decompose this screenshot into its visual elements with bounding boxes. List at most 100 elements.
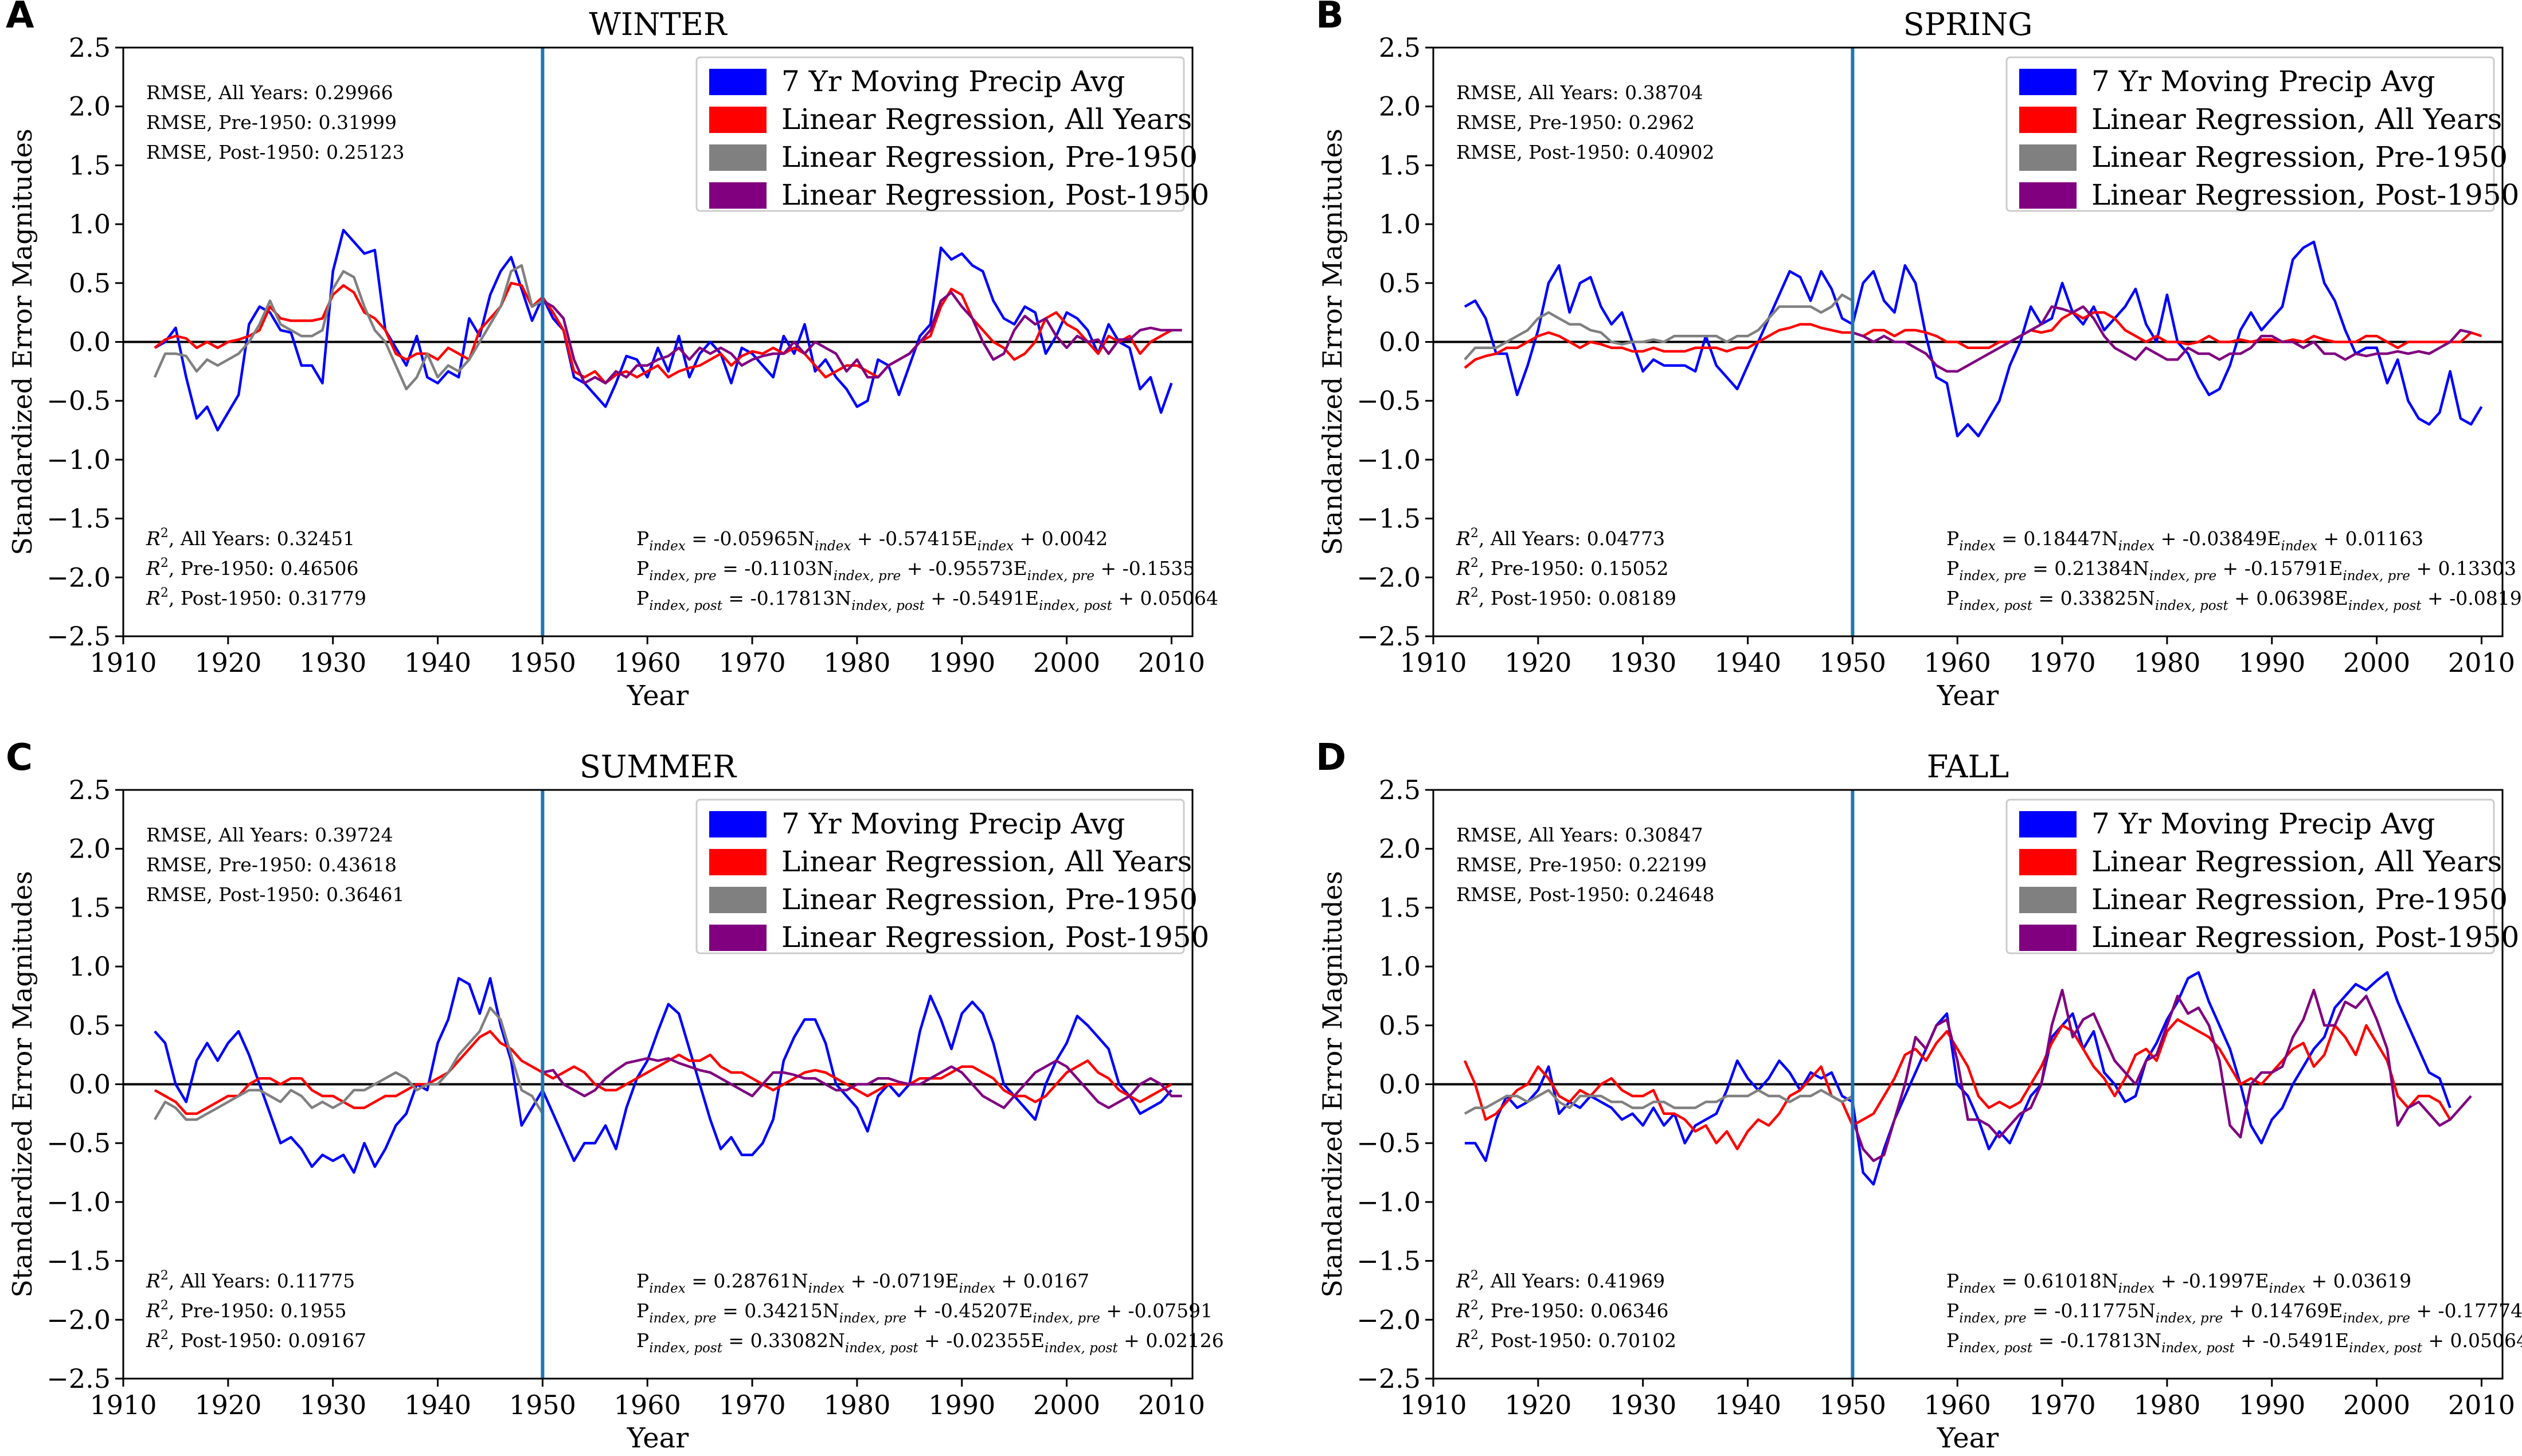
r2-label: , All Years: 0.32451 — [169, 527, 355, 550]
legend-label: 7 Yr Moving Precip Avg — [781, 807, 1125, 840]
equation-part: P — [1946, 557, 1959, 580]
legend-box — [2005, 56, 2495, 212]
y-axis-label: Standardized Error Magnitudes — [7, 128, 38, 555]
regression-equation: Pindex, pre = 0.34215Nindex, pre + -0.45… — [636, 1300, 1213, 1326]
equation-subscript: index — [977, 539, 1014, 554]
r2-text: R2, Pre-1950: 0.15052 — [1456, 556, 1669, 580]
equation-subscript: index, pre — [2149, 569, 2216, 584]
equation-subscript: index — [649, 1281, 686, 1296]
series-line-pre-1950 — [153, 1006, 544, 1121]
equation-subscript: index, post — [1045, 1341, 1118, 1356]
equation-subscript: index — [808, 1281, 845, 1296]
x-axis-label: Year — [627, 1422, 689, 1454]
r2-label: , Post-1950: 0.70102 — [1479, 1329, 1676, 1352]
panel-letter: D — [1316, 737, 1346, 779]
equation-part: = 0.33825N — [2032, 587, 2155, 609]
equation-subscript: index, post — [649, 598, 722, 613]
y-tick-label: −2.5 — [46, 1363, 111, 1394]
equation-subscript: index, post — [2155, 598, 2228, 613]
series-line-all-years — [154, 1030, 1172, 1116]
y-tick-label: −1.0 — [46, 444, 111, 475]
equation-subscript: index, pre — [834, 569, 901, 584]
x-tick-label: 1990 — [2238, 647, 2305, 678]
y-tick-label: −2.0 — [46, 1304, 111, 1335]
panels-root: A WINTER 2.5 2.0 1.5 1.0 0.5 0.0 −0.5 −1.0 −1.5 −2.… — [6, 0, 2522, 1454]
rmse-text: RMSE, Pre-1950: 0.43618 — [146, 854, 397, 876]
x-tick-label: 1910 — [1399, 1390, 1467, 1420]
r2-symbol-r: R — [146, 557, 161, 580]
x-tick-label: 1970 — [719, 647, 786, 678]
legend-swatch — [709, 925, 767, 951]
y-tick-label: 2.5 — [69, 32, 111, 63]
x-tick-label: 1990 — [928, 647, 995, 678]
equation-subscript: index, post — [1959, 1341, 2032, 1356]
legend-swatch — [709, 107, 767, 133]
regression-equation: Pindex, pre = 0.21384Nindex, pre + -0.15… — [1946, 557, 2516, 584]
regression-equation: Pindex, post = 0.33082Nindex, post + -0.… — [636, 1329, 1224, 1356]
equation-subscript: index, pre — [1027, 569, 1094, 584]
series-line-post-1950 — [542, 291, 1182, 385]
series-line-pre-1950 — [1464, 1089, 1854, 1115]
regression-equation: Pindex, post = -0.17813Nindex, post + -0… — [1946, 1329, 2522, 1356]
y-tick-label: 0.5 — [69, 268, 111, 299]
legend-swatch — [709, 69, 767, 95]
equation-part: + 0.05064 — [1112, 587, 1218, 609]
r2-symbol-exp: 2 — [1471, 1269, 1479, 1283]
x-tick-label: 1990 — [928, 1390, 995, 1420]
legend-swatch — [2019, 182, 2077, 209]
equation-subscript: index, post — [2348, 598, 2422, 613]
r2-text: R2, Post-1950: 0.09167 — [146, 1328, 366, 1352]
x-tick-label: 1980 — [823, 1390, 890, 1420]
equation-subscript: index, pre — [1959, 1311, 2026, 1326]
x-tick-label: 1970 — [719, 1390, 786, 1420]
legend-swatch — [709, 887, 767, 913]
y-tick-label: 0.0 — [69, 327, 111, 358]
series-line-precip — [154, 229, 1173, 432]
x-tick-label: 1950 — [1819, 647, 1886, 678]
y-axis-label: Standardized Error Magnitudes — [1317, 871, 1348, 1297]
y-tick-label: 2.0 — [1379, 91, 1421, 122]
equation-part: + -0.5491E — [925, 587, 1039, 609]
y-tick-label: 0.5 — [69, 1010, 111, 1041]
equation-part: + -0.08192 — [2422, 587, 2522, 609]
r2-text: R2, Post-1950: 0.31779 — [146, 586, 366, 609]
equation-part: + 0.01163 — [2317, 527, 2423, 550]
legend-swatch — [2019, 69, 2077, 95]
r2-symbol-exp: 2 — [1471, 586, 1479, 600]
x-tick-label: 2010 — [2448, 647, 2515, 678]
r2-label: , Pre-1950: 0.15052 — [1479, 557, 1669, 580]
panel-title: WINTER — [589, 6, 728, 42]
rmse-text: RMSE, Pre-1950: 0.2962 — [1456, 111, 1695, 134]
equation-subscript: index, pre — [1959, 569, 2026, 584]
r2-label: , Pre-1950: 0.06346 — [1479, 1300, 1669, 1322]
equation-part: P — [636, 557, 649, 580]
x-axis-label: Year — [1937, 680, 1999, 712]
r2-symbol-exp: 2 — [1471, 1298, 1479, 1313]
y-tick-label: −2.0 — [46, 562, 111, 593]
equation-part: = 0.21384N — [2027, 557, 2149, 580]
legend-box — [2005, 799, 2495, 954]
equation-part: P — [1946, 1270, 1959, 1292]
equation-part: + 0.06398E — [2228, 587, 2348, 609]
r2-label: , All Years: 0.04773 — [1479, 527, 1665, 550]
panel-fall: D FALL 2.5 2.0 1.5 1.0 0.5 0.0 −0.5 −1.0 −1.5 −2.0 −… — [1316, 737, 2522, 1454]
y-tick-label: 2.0 — [69, 91, 111, 122]
x-tick-label: 2010 — [1138, 647, 1205, 678]
r2-symbol-exp: 2 — [161, 1269, 169, 1283]
x-tick-label: 1940 — [1714, 647, 1781, 678]
equation-part: + 0.13303 — [2410, 557, 2516, 580]
y-tick-label: 0.5 — [1379, 1010, 1421, 1041]
series-line-pre-1950 — [153, 264, 543, 390]
legend-label: 7 Yr Moving Precip Avg — [2091, 807, 2435, 840]
x-tick-label: 1940 — [404, 647, 471, 678]
y-axis-label: Standardized Error Magnitudes — [1317, 128, 1348, 555]
equation-subscript: index — [1959, 1281, 1996, 1296]
rmse-text: RMSE, All Years: 0.38704 — [1456, 81, 1703, 104]
x-tick-label: 2000 — [2343, 1390, 2410, 1420]
legend-label: Linear Regression, Post-1950 — [781, 178, 1209, 212]
x-tick-label: 2000 — [1033, 647, 1100, 678]
equation-part: + -0.15791E — [2216, 557, 2343, 580]
equation-part: + -0.07591 — [1100, 1300, 1213, 1322]
y-tick-label: −1.5 — [46, 503, 111, 534]
legend: 7 Yr Moving Precip Avg Linear Regression,… — [695, 56, 1209, 212]
